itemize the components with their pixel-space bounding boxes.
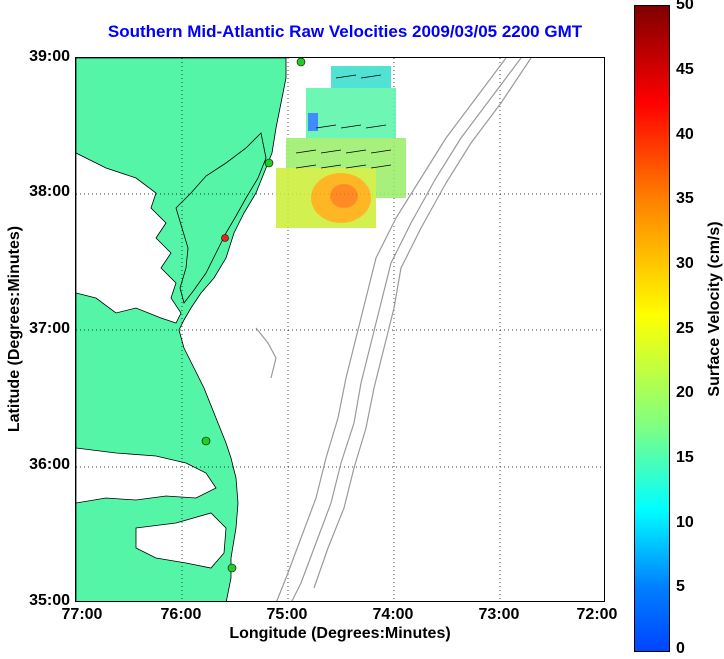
map-plot-area[interactable]	[75, 57, 605, 602]
colorbar-tick-5: 5	[676, 578, 685, 595]
colorbar-tick-30: 30	[676, 255, 694, 272]
x-axis-label: Longitude (Degrees:Minutes)	[229, 625, 451, 642]
x-tick-75: 75:00	[266, 606, 308, 623]
map-svg	[76, 58, 604, 601]
y-tick-39: 39:00	[29, 48, 70, 65]
hf-radar-stations	[201, 58, 306, 573]
colorbar	[634, 5, 670, 652]
x-tick-72: 72:00	[576, 606, 618, 623]
y-tick-38: 38:00	[29, 183, 70, 200]
colorbar-tick-50: 50	[676, 0, 694, 13]
x-tick-77: 77:00	[61, 606, 103, 623]
x-tick-76: 76:00	[160, 606, 202, 623]
colorbar-tick-35: 35	[676, 190, 694, 207]
pamlico-sound	[135, 512, 227, 569]
colorbar-label: Surface Velocity (cm/s)	[706, 221, 723, 397]
y-axis-label: Latitude (Degrees:Minutes)	[6, 225, 23, 433]
colorbar-tick-25: 25	[676, 320, 694, 337]
x-tick-74: 74:00	[372, 606, 414, 623]
bathymetry-contours	[255, 58, 532, 601]
colorbar-tick-40: 40	[676, 126, 694, 143]
albemarle-sound	[76, 447, 217, 504]
colorbar-tick-45: 45	[676, 61, 694, 78]
colorbar-tick-20: 20	[676, 384, 694, 401]
velocity-field	[276, 66, 406, 228]
velocity-vectors	[295, 74, 392, 169]
y-tick-35: 35:00	[29, 592, 70, 609]
x-tick-73: 73:00	[478, 606, 520, 623]
chesapeake-bay	[76, 152, 182, 324]
delmarva-coast	[175, 132, 267, 304]
colorbar-tick-0: 0	[676, 640, 685, 657]
colorbar-tick-10: 10	[676, 514, 694, 531]
colorbar-tick-15: 15	[676, 449, 694, 466]
map-title: Southern Mid-Atlantic Raw Velocities 200…	[107, 22, 583, 41]
y-tick-37: 37:00	[29, 320, 70, 337]
y-tick-36: 36:00	[29, 456, 70, 473]
